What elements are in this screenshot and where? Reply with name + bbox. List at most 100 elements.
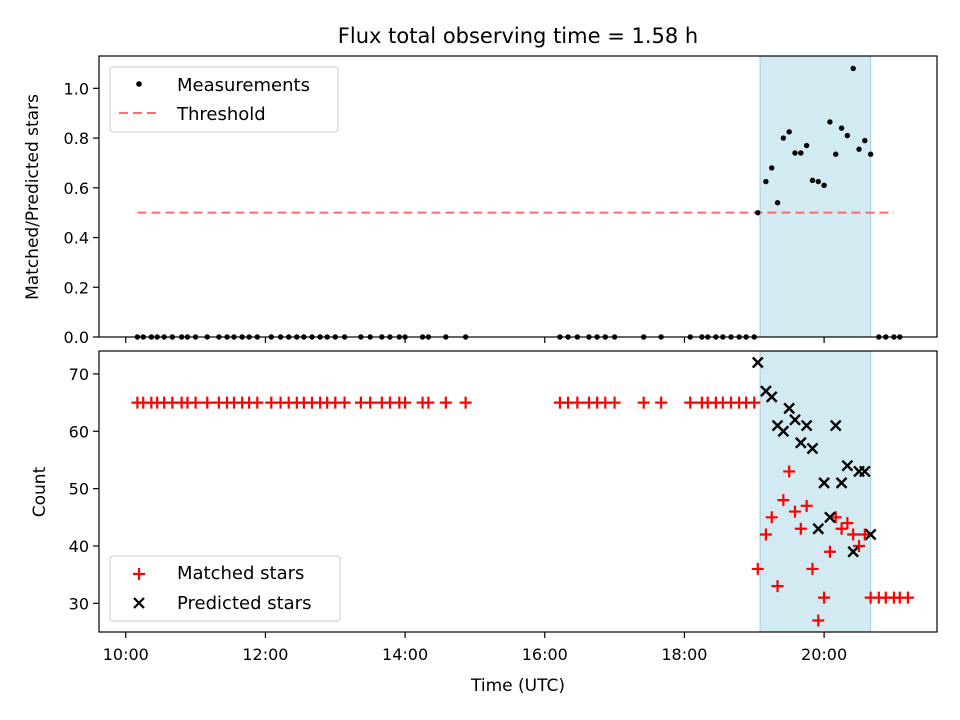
legend-matched-marker bbox=[133, 568, 145, 580]
legend-predicted-marker bbox=[133, 597, 145, 609]
top-y-tick-label: 0.2 bbox=[64, 278, 89, 297]
measurement-point bbox=[844, 132, 851, 139]
measurement-point bbox=[867, 151, 874, 157]
matched-star-point bbox=[794, 522, 807, 535]
measurement-point bbox=[862, 137, 868, 144]
measurement-point bbox=[763, 178, 769, 185]
bottom-y-tick-label: 50 bbox=[69, 480, 89, 499]
measurement-point bbox=[755, 209, 761, 216]
top-legend: Measurements Threshold bbox=[109, 66, 339, 133]
top-y-tick-label: 0.6 bbox=[64, 179, 89, 198]
predicted-star-point bbox=[812, 522, 825, 535]
predicted-star-point bbox=[806, 442, 819, 455]
matched-star-point bbox=[800, 499, 813, 512]
matched-star-point bbox=[338, 396, 351, 409]
top-y-axis: 0.0 0.2 0.4 0.6 0.8 1.0 bbox=[64, 79, 99, 347]
measurement-point bbox=[774, 200, 781, 206]
top-y-tick-label: 0.4 bbox=[64, 229, 89, 248]
x-axis-label: Time (UTC) bbox=[470, 676, 565, 696]
measurement-point bbox=[833, 151, 839, 157]
measurement-point bbox=[798, 150, 804, 156]
predicted-star-point bbox=[847, 545, 860, 558]
matched-star-point bbox=[201, 396, 214, 409]
legend-predicted-label: Predicted stars bbox=[177, 593, 311, 614]
matched-star-point bbox=[655, 396, 668, 409]
top-panel: 0.0 0.2 0.4 0.6 0.8 1.0 Matched/Predicted sta… bbox=[23, 55, 938, 347]
legend-matched-label: Matched stars bbox=[177, 563, 304, 584]
matched-star-point bbox=[818, 591, 831, 604]
bottom-x-tick-label: 18:00 bbox=[661, 645, 707, 664]
matched-star-point bbox=[777, 494, 790, 507]
predicted-star-point bbox=[864, 528, 877, 541]
matched-star-point bbox=[189, 396, 202, 409]
bottom-x-axis: 10:00 12:00 14:00 16:00 18:00 20:00 bbox=[103, 632, 847, 664]
top-x-ticks bbox=[125, 337, 825, 343]
matched-star-point bbox=[759, 528, 772, 541]
legend-threshold-label: Threshold bbox=[176, 104, 266, 125]
matched-star-point bbox=[806, 562, 819, 575]
measurement-point bbox=[815, 178, 821, 185]
predicted-star-point bbox=[789, 413, 801, 426]
chart-title: Flux total observing time = 1.58 h bbox=[338, 24, 698, 48]
matched-star-point bbox=[853, 539, 866, 552]
top-axes-frame bbox=[98, 55, 938, 338]
predicted-star-point bbox=[751, 356, 764, 369]
matched-star-point bbox=[823, 545, 836, 558]
top-highlight-span bbox=[759, 55, 872, 338]
matched-star-point bbox=[847, 528, 860, 541]
matched-star-point bbox=[684, 396, 697, 409]
matched-star-point bbox=[812, 614, 825, 627]
measurement-point bbox=[827, 119, 833, 125]
bottom-y-tick-label: 60 bbox=[69, 422, 89, 441]
measurement-point bbox=[803, 142, 810, 149]
matched-star-point bbox=[422, 396, 435, 409]
legend-measurement-marker bbox=[136, 81, 142, 87]
legend-measurements-label: Measurements bbox=[177, 75, 310, 96]
predicted-star-point bbox=[794, 436, 807, 449]
bottom-panel: 30 40 50 60 70 10:00 12:00 14:00 16:00 18:00 20:0… bbox=[30, 350, 938, 696]
bottom-y-axis-label: Count bbox=[30, 466, 50, 517]
bottom-x-tick-label: 20:00 bbox=[801, 645, 847, 664]
matched-star-point bbox=[251, 396, 264, 409]
predicted-star-point bbox=[777, 425, 790, 438]
predicted-star-point bbox=[858, 465, 871, 478]
matched-star-point bbox=[439, 396, 452, 409]
measurement-point bbox=[786, 129, 792, 135]
matched-star-point bbox=[789, 505, 802, 518]
bottom-y-tick-label: 40 bbox=[69, 537, 89, 556]
predicted-star-point bbox=[841, 459, 854, 472]
bottom-y-tick-label: 70 bbox=[69, 365, 89, 384]
measurement-point bbox=[809, 177, 816, 184]
measurement-point bbox=[792, 150, 798, 156]
matched-star-point bbox=[748, 396, 761, 409]
top-legend-box bbox=[109, 66, 339, 133]
matched-star-point bbox=[829, 511, 842, 524]
matched-star-points bbox=[131, 396, 914, 627]
matched-star-point bbox=[835, 522, 848, 535]
predicted-star-point bbox=[835, 477, 848, 489]
matched-star-point bbox=[751, 562, 764, 575]
measurement-point bbox=[838, 125, 845, 131]
bottom-legend: Matched stars Predicted stars bbox=[109, 555, 341, 622]
bottom-y-axis: 30 40 50 60 70 bbox=[69, 365, 99, 613]
matched-star-point bbox=[771, 580, 784, 593]
predicted-star-point bbox=[783, 402, 796, 415]
matched-star-point bbox=[571, 396, 584, 409]
top-y-tick-label: 0.8 bbox=[64, 129, 89, 148]
predicted-star-point bbox=[829, 419, 842, 432]
matched-star-point bbox=[901, 591, 914, 604]
bottom-y-tick-label: 30 bbox=[69, 594, 89, 613]
top-y-axis-label: Matched/Predicted stars bbox=[23, 94, 43, 300]
measurement-point bbox=[780, 135, 787, 141]
predicted-star-point bbox=[818, 477, 830, 489]
measurement-point bbox=[850, 65, 856, 72]
measurement-point bbox=[821, 182, 827, 189]
matched-star-point bbox=[765, 511, 778, 524]
matched-star-point bbox=[783, 465, 796, 478]
matched-star-point bbox=[459, 396, 472, 409]
bottom-legend-box bbox=[109, 555, 341, 622]
matched-star-point bbox=[841, 517, 854, 530]
matched-star-point bbox=[364, 396, 377, 409]
matched-star-point bbox=[637, 396, 650, 409]
